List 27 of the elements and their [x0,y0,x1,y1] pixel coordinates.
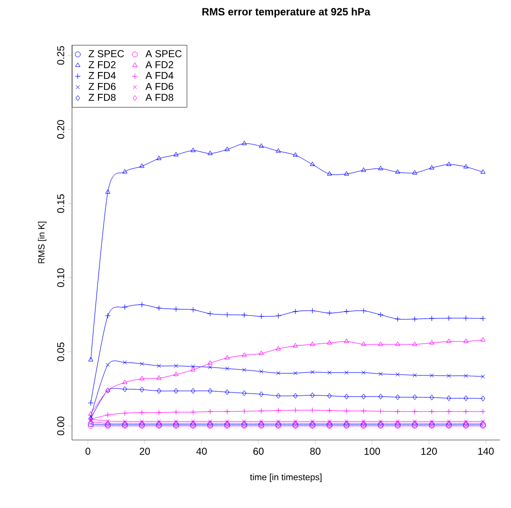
legend-label: Z FD2 [88,61,116,68]
chart-title: RMS error temperature at 925 hPa [202,8,370,18]
legend-label: Z FD4 [88,72,116,79]
y-tick-label: 0.25 [57,46,64,65]
y-tick-label: 0.20 [57,120,64,139]
y-tick-label: 0.05 [57,342,64,362]
x-tick-label: 120 [421,448,437,455]
x-tick-label: 100 [364,448,380,455]
x-tick-label: 0 [86,448,90,455]
legend-label: Z FD8 [88,94,116,101]
x-tick-label: 40 [196,448,207,455]
y-tick-label: 0.10 [57,268,64,288]
legend-label: A SPEC [145,50,182,58]
y-tick-label: 0.15 [57,194,64,213]
x-axis-title: time [in timesteps] [250,474,322,482]
x-tick-label: 60 [253,448,264,455]
x-tick-label: 140 [478,448,494,455]
legend-label: A FD6 [145,82,174,90]
legend-label: A FD2 [145,61,174,68]
y-tick-label: 0.00 [57,416,64,436]
legend-label: Z SPEC [88,50,124,58]
x-tick-label: 80 [310,448,320,455]
y-axis-title: RMS [in K] [38,222,46,264]
legend-label: Z FD6 [88,82,116,90]
legend-label: A FD4 [145,72,174,79]
x-tick-label: 20 [140,448,150,455]
legend-label: A FD8 [145,94,174,101]
